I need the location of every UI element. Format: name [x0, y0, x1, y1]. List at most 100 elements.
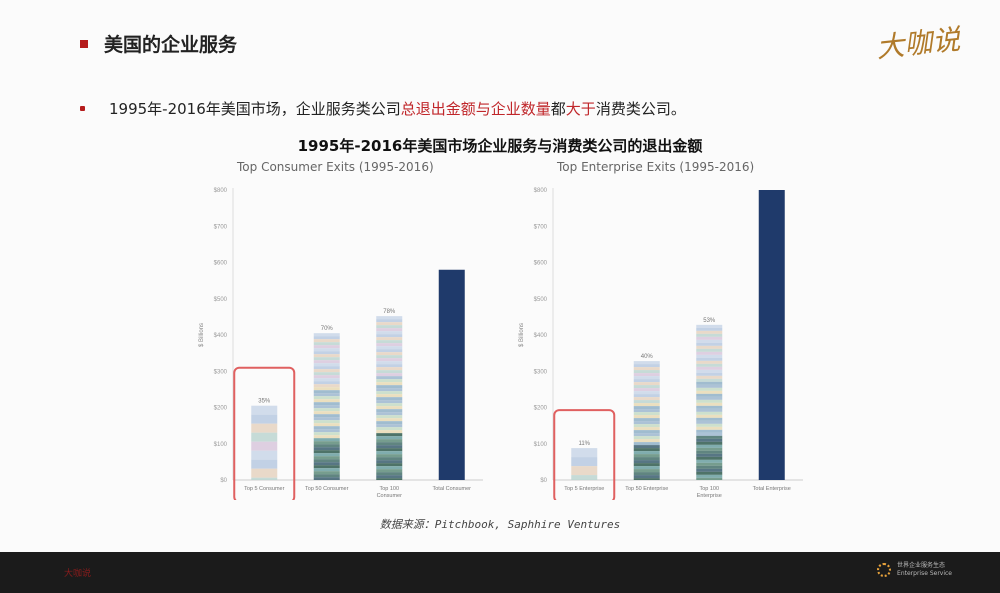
bar-stripe: [376, 337, 403, 341]
bar-stripe: [633, 466, 660, 470]
bar-value-label: 40%: [641, 354, 654, 360]
bar-stripe: [633, 394, 660, 398]
bar-stripe: [696, 342, 723, 346]
bar-stripe: [696, 357, 723, 361]
bar-stripe: [696, 393, 723, 397]
bar-stripe: [376, 394, 403, 398]
bar-stripe: [376, 346, 403, 350]
bar-stripe: [313, 387, 340, 391]
bar-stripe: [251, 432, 278, 442]
bar-stripe: [313, 435, 340, 439]
bar-stripe: [376, 397, 403, 401]
bar-stripe: [251, 477, 278, 480]
bar-stripe: [313, 399, 340, 403]
bar-stripe: [376, 430, 403, 434]
consumer-chart-title: Top Consumer Exits (1995-2016): [237, 160, 434, 174]
bar-stripe: [376, 379, 403, 383]
bar-stripe: [696, 369, 723, 373]
bar-stripe: [633, 463, 660, 467]
bar-stripe: [251, 405, 278, 415]
bar-stripe: [696, 429, 723, 433]
bar-stripe: [633, 475, 660, 479]
y-tick-label: $0: [220, 478, 227, 484]
bar-stripe: [313, 411, 340, 415]
bar-stripe: [313, 462, 340, 466]
bar-stripe: [633, 424, 660, 428]
bar-stripe: [376, 475, 403, 479]
bar-stripe: [313, 342, 340, 346]
bar-stripe: [633, 433, 660, 437]
bar-stripe: [696, 381, 723, 385]
bar-stripe: [633, 376, 660, 380]
bar-stripe: [376, 457, 403, 461]
bar-stripe: [376, 400, 403, 404]
bar-stripe: [696, 354, 723, 358]
bar-stripe: [376, 421, 403, 425]
bar-stripe: [376, 388, 403, 392]
bar-stripe: [313, 477, 340, 480]
bar-stripe: [313, 372, 340, 376]
bullet-point: 1995年-2016年美国市场，企业服务类公司 总退出金额与企业数量都大于 消费类公…: [80, 98, 686, 119]
bar-stripe: [376, 415, 403, 419]
bar-stripe: [376, 340, 403, 344]
bar-stripe: [696, 420, 723, 424]
bar-stripe: [313, 393, 340, 397]
bar-stripe: [376, 439, 403, 443]
y-tick-label: $300: [214, 369, 228, 375]
bar-stripe: [376, 349, 403, 353]
bar-stripe: [376, 478, 403, 480]
bar-stripe: [313, 441, 340, 445]
consumer-chart: $ Billions $0 $100 $200 $300 $400 $500 $600 $700…: [199, 188, 483, 503]
bar-total: [438, 269, 465, 480]
bar-stripe: [696, 444, 723, 448]
bullet-icon: [80, 106, 85, 111]
enterprise-chart-title: Top Enterprise Exits (1995-2016): [557, 160, 755, 174]
footer-left-text: 大咖说: [64, 569, 92, 579]
bar-stripe: [633, 397, 660, 401]
bar-stripe: [376, 409, 403, 413]
y-tick-label: $500: [534, 297, 548, 303]
y-tick-label: $600: [534, 261, 548, 267]
bar-stripe: [313, 390, 340, 394]
bar-stripe: [696, 366, 723, 370]
bar-stripe: [633, 427, 660, 431]
bar-stripe: [696, 435, 723, 439]
bar-stripe: [696, 375, 723, 379]
bar-stripe: [633, 409, 660, 413]
bar-stripe: [313, 408, 340, 412]
bar-stripe: [633, 448, 660, 452]
bar-stripe: [376, 343, 403, 347]
bar-stripe: [313, 351, 340, 355]
bar-total: [758, 190, 785, 480]
bar-stripe: [633, 370, 660, 374]
bar-stripe: [696, 360, 723, 364]
bar-stripe: [376, 460, 403, 464]
bullet-highlight-1: 总退出金额与企业数量: [400, 100, 551, 118]
bar-value-label: 11%: [578, 441, 590, 447]
bar-stripe: [313, 444, 340, 448]
bar-stripe: [696, 333, 723, 337]
bar-stripe: [696, 477, 723, 480]
bar-stripe: [696, 348, 723, 352]
bar-stripe: [376, 334, 403, 338]
bar-stripe: [313, 396, 340, 400]
bar-stripe: [376, 352, 403, 356]
bullet-highlight-2: 大于: [565, 100, 596, 118]
bar-stripe: [376, 472, 403, 476]
bar-stripe: [313, 369, 340, 373]
bar-stripe: [633, 379, 660, 383]
bar-stripe: [696, 441, 723, 445]
bar-stripe: [696, 324, 723, 328]
bar-stripe: [251, 423, 278, 433]
bullet-text-part2: 都: [550, 100, 566, 118]
bar-stripe: [251, 414, 278, 424]
bar-stripe: [313, 429, 340, 433]
y-tick-label: $700: [534, 224, 548, 230]
bullet-text-part1: 1995年-2016年美国市场，企业服务类公司: [109, 100, 401, 118]
y-axis-label: $ Billions: [199, 323, 205, 347]
bar-stripe: [313, 438, 340, 442]
bar-stripe: [376, 358, 403, 362]
bar-stripe: [696, 468, 723, 472]
y-tick-label: $200: [534, 406, 548, 412]
